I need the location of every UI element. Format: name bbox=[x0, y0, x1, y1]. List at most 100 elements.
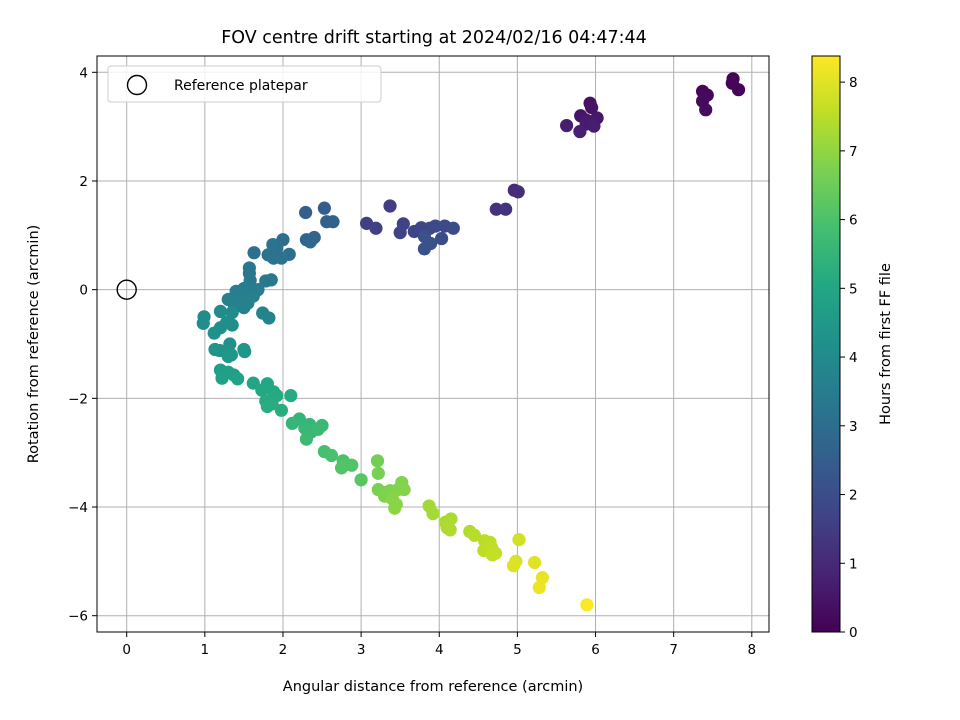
x-tick-label: 7 bbox=[669, 642, 678, 658]
y-tick-label: −6 bbox=[68, 609, 88, 625]
data-point bbox=[221, 349, 235, 364]
x-axis-ticks: 0 1 2 3 4 5 6 7 8 bbox=[122, 632, 756, 658]
colorbar-tick-label: 0 bbox=[849, 625, 858, 641]
data-point bbox=[303, 235, 317, 249]
data-point bbox=[532, 580, 546, 595]
x-tick-label: 4 bbox=[435, 642, 444, 658]
data-point bbox=[266, 237, 280, 252]
colorbar-tick-label: 4 bbox=[849, 350, 858, 366]
data-point bbox=[731, 83, 746, 97]
data-point bbox=[264, 273, 278, 287]
data-point bbox=[371, 466, 385, 480]
data-point bbox=[499, 202, 513, 216]
data-point bbox=[467, 528, 482, 542]
data-point bbox=[196, 316, 210, 330]
x-tick-label: 6 bbox=[591, 642, 600, 658]
colorbar-tick-label: 5 bbox=[849, 281, 858, 297]
data-point bbox=[324, 448, 339, 462]
data-point bbox=[587, 119, 601, 133]
colorbar-tick-label: 7 bbox=[849, 144, 858, 160]
data-point bbox=[285, 416, 299, 430]
data-point bbox=[573, 124, 587, 139]
data-point bbox=[511, 185, 525, 199]
data-point bbox=[369, 221, 383, 235]
x-tick-label: 8 bbox=[748, 642, 757, 658]
x-tick-label: 0 bbox=[122, 642, 131, 658]
y-tick-label: 2 bbox=[79, 174, 88, 190]
x-tick-label: 5 bbox=[513, 642, 522, 658]
data-point bbox=[388, 501, 402, 515]
data-point bbox=[383, 199, 397, 213]
y-tick-label: 0 bbox=[79, 283, 88, 299]
data-point bbox=[207, 326, 221, 340]
colorbar-label: Hours from first FF file bbox=[878, 263, 894, 425]
data-point bbox=[213, 304, 228, 318]
data-point bbox=[317, 201, 331, 215]
data-point bbox=[417, 242, 432, 256]
data-point bbox=[225, 318, 239, 332]
y-axis-ticks: −6 −4 −2 0 2 4 bbox=[68, 65, 97, 625]
data-point bbox=[274, 251, 289, 265]
colorbar-tick-label: 8 bbox=[849, 75, 858, 91]
colorbar-tick-label: 3 bbox=[849, 419, 858, 435]
data-point bbox=[255, 383, 269, 397]
reference-platepar-marker bbox=[116, 279, 137, 300]
colorbar-tick-label: 6 bbox=[849, 213, 858, 229]
data-point bbox=[393, 226, 407, 240]
data-point bbox=[334, 461, 349, 475]
data-point bbox=[299, 205, 313, 220]
data-point bbox=[370, 454, 385, 468]
data-point bbox=[485, 548, 499, 562]
grid bbox=[97, 56, 769, 632]
colorbar: 0 1 2 3 4 5 6 7 8 Hours from first FF file bbox=[811, 55, 894, 641]
data-point bbox=[238, 345, 252, 359]
data-point bbox=[215, 371, 229, 385]
colorbar-tick-label: 2 bbox=[849, 488, 858, 504]
chart-title: FOV centre drift starting at 2024/02/16 … bbox=[221, 28, 647, 48]
x-axis-label: Angular distance from reference (arcmin) bbox=[283, 679, 583, 695]
data-point bbox=[506, 559, 521, 573]
data-point bbox=[585, 101, 599, 115]
data-point bbox=[434, 231, 449, 246]
data-point bbox=[699, 103, 713, 117]
x-tick-label: 2 bbox=[279, 642, 288, 658]
data-point bbox=[326, 215, 340, 229]
data-point bbox=[560, 118, 574, 133]
data-point bbox=[260, 399, 274, 414]
data-point bbox=[311, 422, 325, 436]
data-point bbox=[299, 432, 314, 446]
data-point bbox=[446, 221, 460, 235]
data-point bbox=[489, 202, 503, 216]
legend-box bbox=[107, 65, 382, 103]
data-point bbox=[428, 219, 442, 233]
data-points bbox=[116, 72, 746, 612]
data-point bbox=[247, 246, 261, 260]
data-point bbox=[512, 533, 526, 547]
data-point bbox=[274, 403, 289, 417]
colorbar-tick-label: 1 bbox=[849, 556, 858, 572]
legend-reference-marker bbox=[126, 74, 148, 96]
data-point bbox=[426, 506, 440, 521]
data-point bbox=[354, 473, 368, 487]
y-tick-label: −4 bbox=[68, 500, 88, 516]
data-point bbox=[231, 372, 245, 386]
legend-label: Reference platepar bbox=[174, 78, 308, 94]
data-point bbox=[284, 389, 298, 403]
data-point bbox=[443, 523, 457, 537]
y-axis-label: Rotation from reference (arcmin) bbox=[26, 225, 42, 464]
x-tick-label: 1 bbox=[201, 642, 210, 658]
data-point bbox=[580, 598, 594, 612]
data-point bbox=[345, 458, 359, 472]
y-tick-label: −2 bbox=[68, 391, 88, 407]
y-tick-label: 4 bbox=[79, 65, 88, 81]
legend: Reference platepar bbox=[107, 65, 382, 103]
data-point bbox=[225, 305, 239, 320]
data-point bbox=[237, 300, 251, 315]
data-point bbox=[262, 311, 276, 325]
colorbar-ticks: 0 1 2 3 4 5 6 7 8 bbox=[840, 75, 858, 641]
data-point bbox=[527, 555, 542, 570]
data-point bbox=[397, 483, 411, 497]
x-tick-label: 3 bbox=[357, 642, 366, 658]
plot-frame bbox=[96, 55, 770, 633]
